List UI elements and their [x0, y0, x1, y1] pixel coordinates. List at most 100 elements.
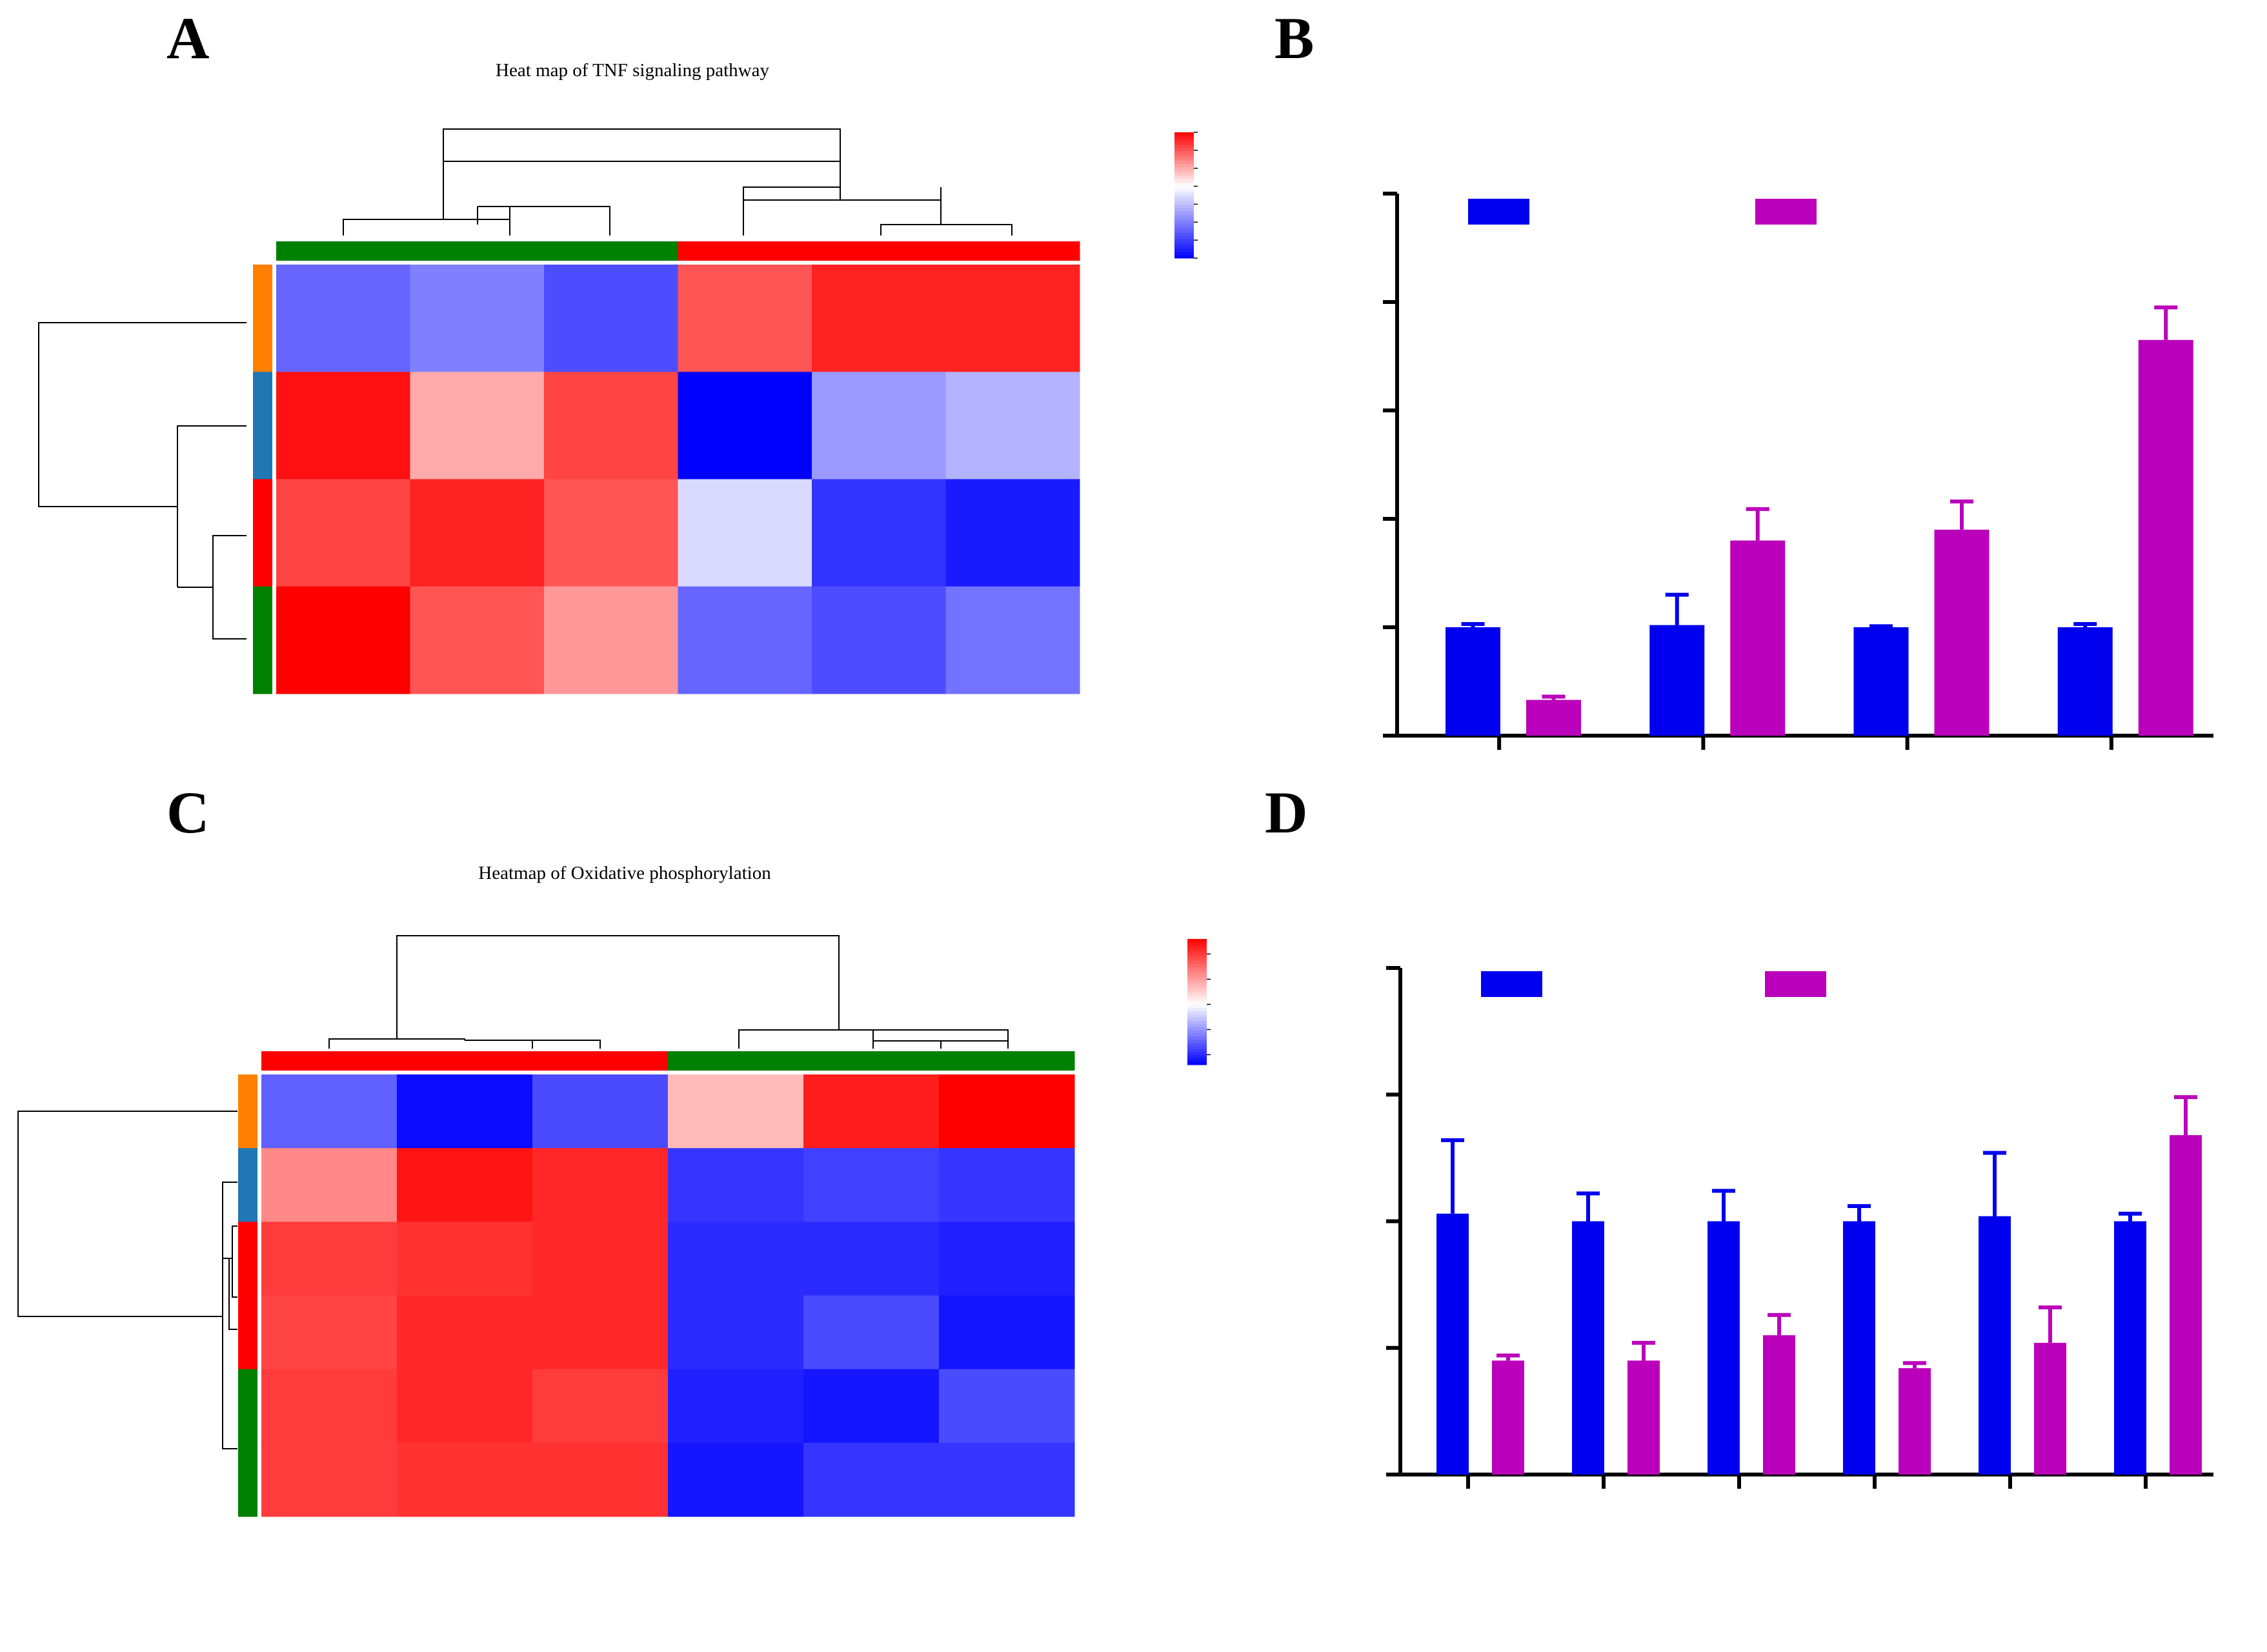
heatmap-c-column-dendrogram: [328, 935, 1009, 1049]
heatmap-cell: [261, 1295, 398, 1370]
colorbar-segment: [1174, 192, 1194, 196]
column-group-marker: [803, 1051, 940, 1071]
bar-slpq1: [1934, 529, 1990, 736]
colorbar-segment: [1174, 233, 1194, 237]
colorbar-segment: [1187, 998, 1207, 1002]
heatmap-cell: [803, 1369, 940, 1444]
heatmap-cell: [678, 479, 812, 587]
colorbar-segment: [1174, 252, 1194, 256]
heatmap-c-title: Heatmap of Oxidative phosphorylation: [478, 863, 771, 883]
column-group-marker: [261, 1051, 398, 1071]
colorbar-segment: [1174, 160, 1194, 165]
column-group-marker: [812, 241, 946, 261]
bar-slpq1: [1899, 1368, 1931, 1475]
colorbar-segment: [1174, 141, 1194, 145]
heatmap-a-column-dendrogram: [343, 128, 1013, 236]
bar-control: [2057, 627, 2113, 736]
bar-control: [1572, 1221, 1604, 1475]
heatmap-cell: [803, 1222, 940, 1296]
colorbar-segment: [1174, 135, 1194, 139]
colorbar-segment: [1174, 220, 1194, 224]
panel-label-a: A: [166, 5, 209, 71]
heatmap-cell: [812, 586, 946, 694]
heatmap-a-row-annotation: [253, 265, 272, 694]
heatmap-cell: [261, 1222, 398, 1296]
colorbar-segment: [1187, 939, 1207, 943]
heatmap-cell: [668, 1442, 804, 1517]
row-group-marker: [238, 1074, 257, 1149]
colorbar-segment: [1174, 154, 1194, 158]
colorbar-segment: [1174, 223, 1194, 227]
heatmap-cell: [532, 1442, 669, 1517]
heatmap-cell: [939, 1442, 1075, 1517]
bar-slpq1: [1763, 1335, 1795, 1475]
heatmap-c-colorbar: [1187, 939, 1211, 1065]
heatmap-cell: [261, 1442, 398, 1517]
heatmap-cell: [532, 1074, 669, 1149]
colorbar-segment: [1187, 1020, 1207, 1025]
heatmap-cell: [261, 1074, 398, 1149]
heatmap-c-column-annotation: [261, 1051, 1075, 1071]
column-group-marker: [276, 241, 410, 261]
bar-slpq1: [1492, 1360, 1524, 1475]
colorbar-segment: [1187, 961, 1207, 965]
column-group-marker: [397, 1051, 533, 1071]
heatmap-cell: [397, 1074, 533, 1149]
colorbar-segment: [1174, 210, 1194, 215]
row-group-marker: [253, 479, 272, 587]
bar-slpq1: [1627, 1360, 1660, 1475]
heatmap-cell: [939, 1369, 1075, 1444]
colorbar-segment: [1174, 208, 1194, 212]
colorbar-segment: [1187, 1058, 1207, 1062]
colorbar-segment: [1187, 1011, 1207, 1015]
row-group-marker: [238, 1369, 257, 1444]
colorbar-segment: [1187, 964, 1207, 968]
colorbar-segment: [1174, 176, 1194, 180]
colorbar-segment: [1187, 945, 1207, 949]
row-group-marker: [253, 586, 272, 694]
row-group-marker: [253, 372, 272, 479]
colorbar-segment: [1174, 230, 1194, 234]
heatmap-cell: [397, 1148, 533, 1222]
heatmap-cell: [945, 586, 1080, 694]
heatmap-cell: [668, 1369, 804, 1444]
colorbar-segment: [1174, 217, 1194, 221]
heatmap-a-title: Heat map of TNF signaling pathway: [496, 60, 769, 81]
column-group-marker: [945, 241, 1080, 261]
colorbar-segment: [1187, 1030, 1207, 1034]
bar-control: [1436, 1213, 1469, 1475]
colorbar-segment: [1187, 970, 1207, 974]
colorbar-segment: [1187, 1027, 1207, 1031]
colorbar-segment: [1187, 951, 1207, 955]
colorbar-segment: [1174, 245, 1194, 249]
heatmap-cell: [939, 1295, 1075, 1370]
colorbar-segment: [1187, 973, 1207, 977]
colorbar-segment: [1174, 163, 1194, 168]
heatmap-c-cells: [261, 1074, 1075, 1517]
colorbar-segment: [1187, 958, 1207, 962]
colorbar-segment: [1174, 157, 1194, 161]
heatmap-cell: [544, 586, 678, 694]
bar-control: [1708, 1221, 1740, 1475]
colorbar-segment: [1187, 980, 1207, 983]
colorbar-segment: [1187, 1040, 1207, 1043]
colorbar-segment: [1174, 205, 1194, 208]
heatmap-cell: [803, 1074, 940, 1149]
heatmap-a-colorbar: [1174, 132, 1198, 259]
bar-control: [1649, 625, 1705, 736]
column-group-marker: [544, 241, 678, 261]
heatmap-cell: [803, 1442, 940, 1517]
panel-label-d: D: [1265, 780, 1307, 845]
colorbar-segment: [1174, 214, 1194, 218]
heatmap-cell: [939, 1148, 1075, 1222]
colorbar-segment: [1187, 1036, 1207, 1040]
legend-swatch-control: [1468, 199, 1529, 225]
colorbar-segment: [1174, 166, 1194, 170]
heatmap-cell: [544, 372, 678, 479]
heatmap-cell: [410, 479, 545, 587]
colorbar-segment: [1174, 185, 1194, 190]
colorbar-segment: [1187, 1014, 1207, 1018]
heatmap-a-row-dendrogram: [38, 322, 247, 640]
row-group-marker: [238, 1295, 257, 1370]
